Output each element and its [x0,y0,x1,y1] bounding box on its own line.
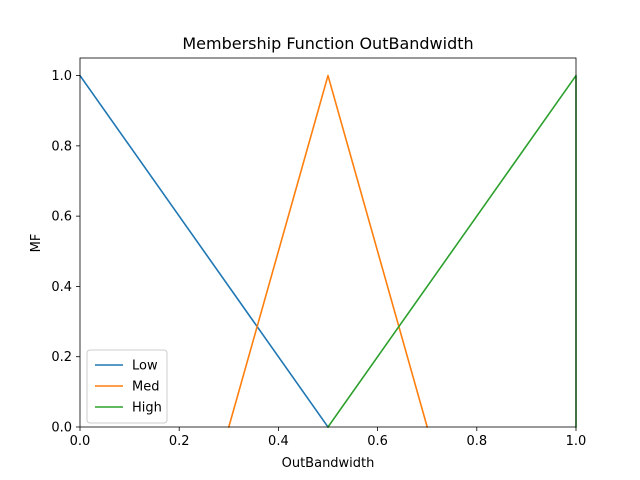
series-line-med [227,74,429,428]
y-tick-label: 0.6 [51,210,72,225]
y-tick-label: 0.0 [51,421,72,436]
y-tick-label: 0.8 [51,139,72,154]
x-tick-label: 0.8 [466,434,487,449]
plot-frame [79,57,577,428]
x-tick-label: 0.0 [70,434,91,449]
x-tick-label: 1.0 [566,434,587,449]
x-tick-label: 0.6 [367,434,388,449]
x-tick-label: 0.4 [268,434,289,449]
ticks-layer: 0.0 0.2 0.4 0.6 0.8 1.0 0.0 0.2 0.4 0.6 0.8 1.0 [51,69,586,449]
series-line-low [78,74,330,429]
chart-title: Membership Function OutBandwidth [182,34,473,53]
y-tick-label: 0.2 [51,350,72,365]
y-tick-label: 1.0 [51,69,72,84]
y-axis-label: MF [29,234,44,253]
y-tick-label: 0.4 [51,280,72,295]
legend-box [86,349,168,424]
legend-label-high: High [132,401,162,416]
axes-layer [79,57,577,428]
legend-label-med: Med [132,380,159,395]
x-axis-label: OutBandwidth [282,456,375,471]
legend-label-low: Low [132,359,158,374]
legend: Low Med High [86,349,168,424]
x-tick-label: 0.2 [169,434,190,449]
